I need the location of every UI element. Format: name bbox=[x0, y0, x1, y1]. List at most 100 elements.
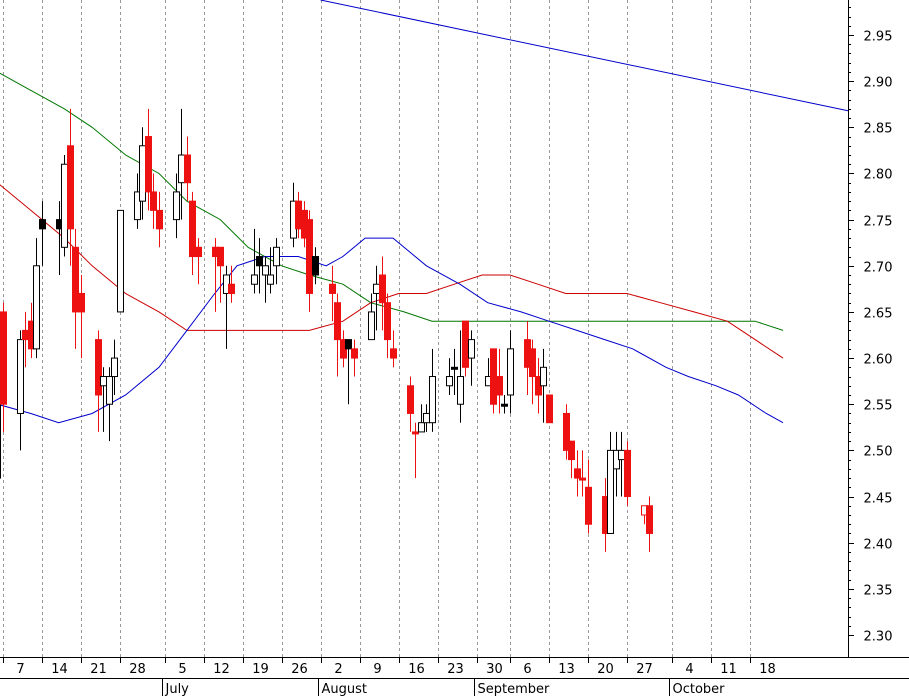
candle bbox=[111, 339, 118, 395]
candle-body bbox=[490, 348, 497, 405]
candle-body bbox=[351, 348, 358, 359]
candle-body bbox=[95, 339, 102, 396]
candle bbox=[540, 348, 547, 423]
candle-body bbox=[262, 265, 269, 276]
candle-body bbox=[100, 376, 107, 387]
vertical-grid bbox=[3, 0, 751, 657]
candle-body bbox=[407, 385, 414, 414]
candle-body bbox=[61, 163, 68, 248]
candle-body bbox=[256, 256, 263, 267]
candle bbox=[189, 191, 196, 275]
candle bbox=[624, 441, 631, 506]
x-tick-label: 4 bbox=[685, 662, 693, 677]
candle-body bbox=[312, 256, 319, 276]
y-tick-label: 2.70 bbox=[864, 261, 893, 276]
candle-body bbox=[117, 209, 124, 313]
candle bbox=[100, 367, 107, 432]
candle-body bbox=[0, 348, 1, 479]
candle bbox=[72, 228, 79, 349]
x-tick-label: 28 bbox=[129, 662, 146, 677]
candle-body bbox=[173, 191, 180, 221]
x-tick-label: 14 bbox=[51, 662, 68, 677]
candle-body bbox=[468, 339, 475, 359]
candle bbox=[195, 238, 202, 285]
candle bbox=[306, 210, 313, 312]
candle-body bbox=[546, 394, 553, 424]
candle bbox=[390, 330, 397, 368]
y-tick-label: 2.85 bbox=[864, 122, 893, 137]
candle bbox=[407, 376, 414, 432]
candle-body bbox=[139, 145, 146, 202]
candle bbox=[67, 108, 74, 266]
y-tick-label: 2.35 bbox=[864, 584, 893, 599]
candle-body bbox=[451, 366, 458, 370]
candle bbox=[17, 330, 24, 451]
x-tick-label: 12 bbox=[213, 662, 230, 677]
x-tick-label: 21 bbox=[90, 662, 107, 677]
candle bbox=[134, 173, 141, 229]
candle bbox=[145, 108, 152, 211]
candle-body bbox=[17, 339, 24, 414]
candle-body bbox=[189, 200, 196, 258]
candle bbox=[262, 256, 269, 303]
candle bbox=[496, 348, 503, 414]
candle-body bbox=[446, 376, 453, 387]
candle-body bbox=[368, 311, 375, 341]
candle-body bbox=[295, 200, 302, 230]
candle-body bbox=[78, 292, 85, 313]
candle bbox=[334, 293, 341, 377]
month-label: September bbox=[478, 682, 551, 696]
candle-body bbox=[345, 339, 352, 350]
candle bbox=[173, 173, 180, 239]
candle bbox=[184, 136, 191, 202]
candle bbox=[267, 247, 274, 294]
x-tick-label: 2 bbox=[334, 662, 342, 677]
x-tick-label: 7 bbox=[16, 662, 24, 677]
candle bbox=[39, 201, 46, 266]
x-tick-label: 26 bbox=[291, 662, 308, 677]
candle bbox=[563, 404, 570, 460]
candle bbox=[106, 367, 113, 442]
candle-body bbox=[72, 246, 79, 313]
candle-body bbox=[507, 348, 514, 396]
candle-body bbox=[540, 366, 547, 387]
moving-averages bbox=[0, 0, 849, 424]
candle-body bbox=[184, 154, 191, 184]
candle bbox=[312, 247, 319, 285]
candle-body bbox=[568, 440, 575, 461]
month-label: July bbox=[165, 682, 190, 696]
candle bbox=[273, 238, 280, 285]
y-tick-label: 2.50 bbox=[864, 445, 893, 460]
y-tick-label: 2.80 bbox=[864, 168, 893, 183]
candle bbox=[0, 302, 7, 432]
y-tick-label: 2.40 bbox=[864, 538, 893, 553]
candle-body bbox=[379, 274, 386, 304]
candle-body bbox=[624, 449, 631, 498]
y-tick-label: 2.90 bbox=[864, 76, 893, 91]
candle bbox=[529, 339, 536, 405]
candle-body bbox=[228, 283, 235, 294]
candle bbox=[251, 228, 258, 294]
candle-body bbox=[501, 403, 508, 407]
y-tick-label: 2.65 bbox=[864, 307, 893, 322]
moving-average-fast bbox=[0, 237, 784, 424]
candle-body bbox=[39, 219, 46, 230]
candle-body bbox=[563, 412, 570, 451]
candle-body bbox=[418, 422, 425, 433]
candle-body bbox=[145, 136, 152, 193]
candle bbox=[568, 440, 575, 479]
x-tick-label: 11 bbox=[720, 662, 737, 677]
candle-body bbox=[33, 265, 40, 350]
candle bbox=[501, 395, 508, 414]
candle-body bbox=[429, 376, 436, 424]
candle-body bbox=[574, 468, 581, 479]
candle-body bbox=[251, 274, 258, 285]
candle bbox=[368, 293, 375, 341]
month-label: August bbox=[322, 682, 368, 696]
y-tick-label: 2.60 bbox=[864, 353, 893, 368]
candle bbox=[468, 330, 475, 386]
candle bbox=[61, 155, 68, 257]
candle bbox=[607, 431, 614, 534]
candle bbox=[78, 275, 85, 359]
